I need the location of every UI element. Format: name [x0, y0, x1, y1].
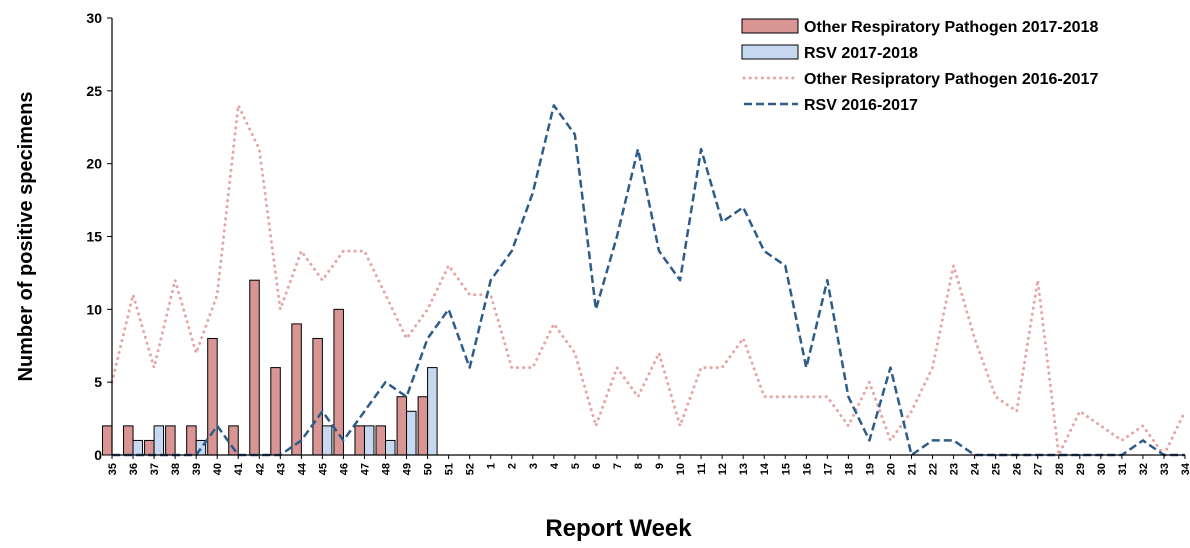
x-tick-label: 10 [675, 463, 687, 475]
bar-other-2017-2018 [417, 396, 429, 456]
x-tick-labels: 35 36 37 38 39 40 41 42 43 44 45 46 47 48 49 50 51 52 1 2 3 4… [107, 455, 1190, 475]
bar-other-2017-2018 [102, 425, 113, 456]
x-tick-label: 29 [1075, 463, 1087, 475]
bar-other-2017-2018 [144, 439, 155, 456]
x-tick-label: 33 [1159, 463, 1171, 475]
y-tick-label: 30 [86, 10, 102, 26]
x-tick-label: 21 [906, 463, 918, 475]
x-tick-label: 32 [1138, 463, 1150, 475]
x-tick-label: 40 [212, 463, 224, 475]
legend-swatch [741, 18, 799, 34]
x-tick-label: 25 [991, 463, 1003, 475]
bar-rsv-2017-2018 [132, 439, 144, 456]
bar-series-group [102, 279, 438, 456]
bar-rsv-2017-2018 [153, 425, 165, 456]
x-tick-label: 2 [507, 463, 519, 469]
bar-other-2017-2018 [165, 425, 176, 456]
x-tick-label: 34 [1180, 462, 1190, 475]
bar-other-2017-2018 [123, 425, 134, 456]
x-tick-label: 14 [759, 462, 771, 475]
x-tick-label: 4 [549, 462, 561, 469]
bar-other-2017-2018 [354, 425, 365, 456]
x-tick-label: 43 [275, 463, 287, 475]
y-tick-label: 5 [94, 374, 102, 390]
x-tick-label: 11 [696, 463, 708, 475]
legend-label: Other Resipratory Pathogen 2016-2017 [804, 71, 1098, 88]
x-tick-label: 52 [465, 463, 477, 475]
x-tick-label: 35 [107, 463, 119, 475]
x-tick-label: 36 [128, 463, 140, 475]
legend-swatch [741, 44, 799, 60]
x-tick-label: 41 [233, 463, 245, 475]
x-tick-label: 3 [528, 463, 540, 469]
y-tick-label: 0 [94, 447, 102, 463]
x-tick-label: 38 [170, 463, 182, 475]
x-tick-label: 31 [1117, 463, 1129, 475]
x-tick-label: 17 [822, 463, 834, 475]
x-tick-label: 44 [296, 462, 308, 475]
bar-other-2017-2018 [312, 337, 323, 456]
x-tick-label: 1 [486, 463, 498, 469]
bar-other-2017-2018 [249, 279, 260, 456]
legend-label: Other Respiratory Pathogen 2017-2018 [804, 19, 1098, 36]
x-tick-label: 45 [317, 463, 329, 475]
x-tick-label: 37 [149, 463, 161, 475]
y-tick-label: 20 [86, 156, 102, 172]
x-tick-label: 5 [570, 463, 582, 469]
bar-other-2017-2018 [375, 425, 387, 456]
x-tick-label: 18 [843, 463, 855, 475]
y-tick-label: 10 [86, 301, 102, 317]
x-tick-label: 22 [928, 463, 940, 475]
y-tick-label: 15 [86, 229, 102, 245]
x-tick-label: 24 [970, 462, 982, 475]
x-tick-label: 13 [738, 463, 750, 475]
legend-label: RSV 2017-2018 [804, 45, 918, 62]
x-tick-label: 26 [1012, 463, 1024, 475]
x-tick-label: 16 [801, 463, 813, 475]
bar-rsv-2017-2018 [321, 425, 333, 456]
bar-other-2017-2018 [291, 323, 302, 456]
x-tick-label: 50 [423, 463, 435, 475]
y-tick-labels: 0 5 10 15 20 25 30 [86, 10, 112, 463]
x-tick-label: 7 [612, 463, 624, 469]
bar-rsv-2017-2018 [385, 439, 396, 456]
x-tick-label: 19 [864, 463, 876, 475]
bar-other-2017-2018 [207, 337, 218, 456]
x-axis-title: Report Week [545, 515, 692, 542]
x-tick-label: 15 [780, 463, 792, 475]
bar-other-2017-2018 [270, 367, 281, 456]
legend-label: RSV 2016-2017 [804, 97, 918, 114]
bar-other-2017-2018 [333, 308, 344, 456]
bar-rsv-2017-2018 [427, 367, 438, 456]
bar-other-2017-2018 [186, 425, 197, 456]
y-axis-title: Number of positive specimens [15, 91, 37, 381]
x-tick-label: 12 [717, 463, 729, 475]
x-tick-label: 39 [191, 463, 203, 475]
legend: Other Respiratory Pathogen 2017-2018 RSV … [741, 18, 1098, 114]
x-tick-label: 27 [1033, 463, 1045, 475]
bar-other-2017-2018 [228, 425, 239, 456]
bar-rsv-2017-2018 [363, 425, 375, 456]
y-tick-label: 25 [86, 83, 102, 99]
x-tick-label: 49 [402, 463, 414, 475]
x-tick-label: 46 [338, 463, 350, 475]
x-tick-label: 28 [1054, 463, 1066, 475]
x-tick-label: 8 [633, 463, 645, 469]
x-tick-label: 42 [254, 463, 266, 475]
bar-rsv-2017-2018 [406, 410, 417, 456]
x-tick-label: 30 [1096, 463, 1108, 475]
x-tick-label: 20 [885, 463, 897, 475]
x-tick-label: 23 [949, 463, 961, 475]
x-tick-label: 51 [444, 463, 456, 475]
x-tick-label: 47 [359, 463, 371, 475]
line-other-2016-2017 [110, 103, 1187, 457]
x-tick-label: 6 [591, 463, 603, 469]
bar-other-2017-2018 [396, 396, 408, 456]
x-tick-label: 48 [381, 463, 393, 475]
x-tick-label: 9 [654, 463, 666, 469]
